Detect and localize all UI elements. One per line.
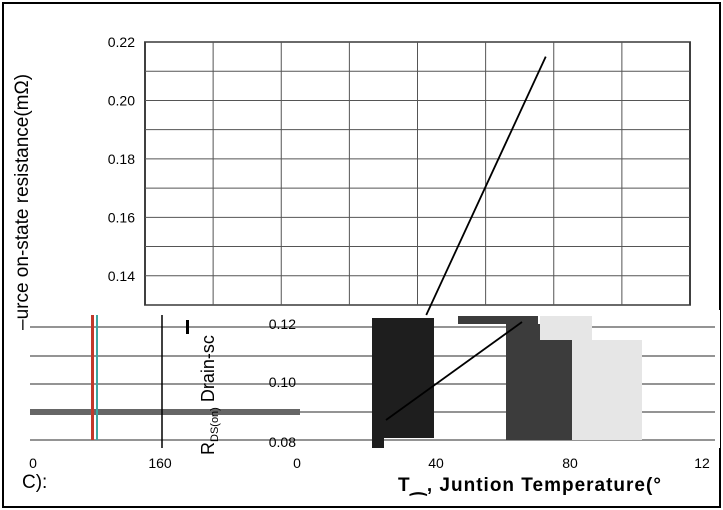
inset-y-tick-label: 0.12 [269,316,296,332]
x-tick-label: 12 [694,455,710,471]
shaded-block-mid [506,324,572,440]
glitch-tick [186,320,189,334]
inset-y-symbol: R [198,442,218,455]
y-tick-label: 0.20 [108,92,135,108]
series-line-upper [425,56,547,316]
y-axis-title: –urce on-state resistance(mΩ) [12,73,33,330]
lower-thick-stripe [30,409,300,415]
y-tick-label: 0.22 [108,34,135,50]
x-tick-label: 80 [562,455,578,471]
x-tick-label: 40 [428,455,444,471]
shaded-block-light-top [540,316,592,340]
inset-y-subscript: DS(on) [209,407,221,442]
x-tick-label: 0 [29,455,37,471]
shaded-block-light [572,340,642,440]
inset-y-axis-title: RDS(on) Drain-sc [196,315,221,455]
series-line-lower [385,321,523,421]
x-axis-unit-fragment: C): [22,472,48,493]
shaded-strip-top [458,316,538,324]
shaded-block-dark [372,318,434,438]
accent-bar-red [91,315,94,440]
accent-bar-teal [96,315,98,440]
inset-y-tick-label: 0.08 [269,434,296,450]
y-tick-label: 0.18 [108,151,135,167]
x-tick-label: 160 [148,455,172,471]
y-tick-label: 0.14 [108,268,135,284]
shaded-block-dark-tail [372,438,384,448]
y-tick-label: 0.16 [108,209,135,225]
inset-y-tick-label: 0.10 [269,374,296,390]
x-axis-title: T⁔, Juntion Temperature(° [398,475,662,496]
x-tick-label: 0 [293,455,301,471]
inset-y-text: Drain-sc [198,335,218,403]
